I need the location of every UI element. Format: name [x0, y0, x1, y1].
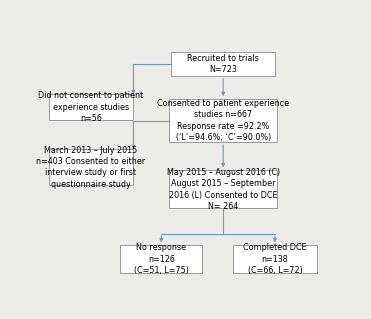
Text: Recruited to trials
N=723: Recruited to trials N=723	[187, 54, 259, 74]
FancyBboxPatch shape	[121, 245, 202, 273]
Text: May 2015 – August 2016 (C)
August 2015 – September
2016 (L) Consented to DCE
N= : May 2015 – August 2016 (C) August 2015 –…	[167, 168, 280, 211]
Text: Consented to patient experience
studies n=667
Response rate =92.2%
(‘L’=94.6%; ‘: Consented to patient experience studies …	[157, 99, 289, 142]
Text: March 2013 – July 2015
n=403 Consented to either
interview study or first
questi: March 2013 – July 2015 n=403 Consented t…	[36, 145, 145, 189]
Text: No response
n=126
(C=51, L=75): No response n=126 (C=51, L=75)	[134, 243, 189, 275]
Text: Did not consent to patient
experience studies
n=56: Did not consent to patient experience st…	[38, 91, 144, 123]
FancyBboxPatch shape	[169, 99, 277, 142]
FancyBboxPatch shape	[49, 149, 133, 185]
FancyBboxPatch shape	[233, 245, 317, 273]
Text: Completed DCE
n=138
(C=66, L=72): Completed DCE n=138 (C=66, L=72)	[243, 243, 307, 275]
FancyBboxPatch shape	[49, 94, 133, 120]
FancyBboxPatch shape	[169, 170, 277, 208]
FancyBboxPatch shape	[171, 52, 275, 76]
